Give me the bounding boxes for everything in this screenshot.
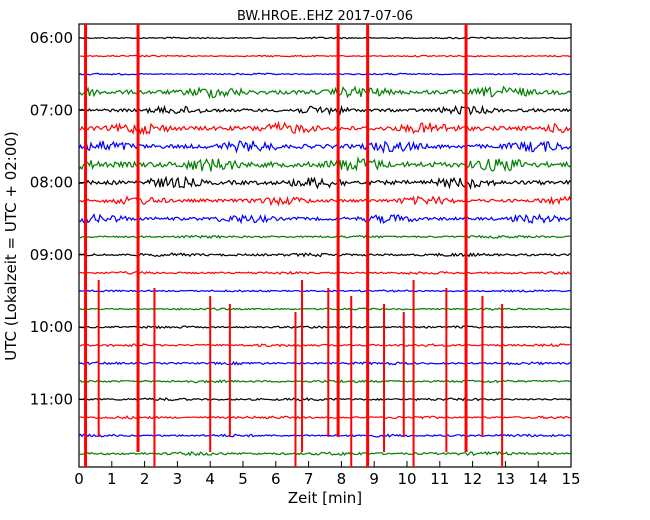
y-axis-label: UTC (Lokalzeit = UTC + 02:00) [2,131,20,361]
trace-23 [78,450,572,457]
trace-8 [78,175,572,191]
x-tick-label: 5 [238,470,248,488]
seismogram-traces [78,36,572,457]
x-axis-label: Zeit [min] [288,489,362,507]
y-tick-label: 11:00 [30,390,73,408]
y-tick-label: 08:00 [30,174,73,192]
trace-13 [78,270,572,275]
trace-19 [78,379,571,384]
x-tick-label: 0 [74,470,84,488]
x-tick-label: 3 [173,470,183,488]
y-tick-label: 09:00 [30,246,73,264]
trace-15 [78,307,572,311]
x-tick-label: 15 [561,470,580,488]
chart-title: BW.HROE..EHZ 2017-07-06 [237,9,413,24]
x-tick-label: 12 [463,470,482,488]
x-axis-ticks: 0 1 2 3 4 5 6 7 8 9 10 11 12 13 14 15 [74,461,581,488]
y-tick-label: 10:00 [30,318,73,336]
trace-16 [78,325,572,330]
x-tick-label: 6 [271,470,281,488]
trace-14 [78,289,572,293]
y-axis-ticks: 06:00 07:00 08:00 09:00 10:00 11:00 [30,29,85,408]
y-tick-label: 06:00 [30,29,73,47]
trace-0 [78,36,572,40]
x-tick-label: 2 [140,470,150,488]
trace-12 [78,252,572,258]
x-tick-label: 1 [107,470,117,488]
trace-2 [78,72,571,76]
trace-3 [78,85,572,100]
trace-7 [78,155,572,173]
plot-frame [78,23,572,468]
x-tick-label: 4 [205,470,215,488]
trace-1 [78,54,572,58]
y-tick-label: 07:00 [30,101,73,119]
trace-4 [78,104,572,116]
trace-22 [78,433,572,438]
trace-20 [78,397,572,402]
x-tick-label: 9 [369,470,379,488]
trace-9 [78,195,572,207]
trace-5 [78,120,572,136]
x-tick-label: 7 [304,470,314,488]
trace-17 [78,343,572,348]
trace-6 [78,140,572,155]
x-tick-label: 10 [397,470,416,488]
trace-18 [78,360,572,366]
x-tick-label: 14 [529,470,548,488]
trace-10 [78,213,572,225]
x-tick-label: 8 [337,470,347,488]
trace-11 [78,234,572,239]
trace-21 [78,415,572,420]
seismic-spikes [84,24,504,467]
x-tick-label: 11 [430,470,449,488]
x-tick-label: 13 [496,470,515,488]
